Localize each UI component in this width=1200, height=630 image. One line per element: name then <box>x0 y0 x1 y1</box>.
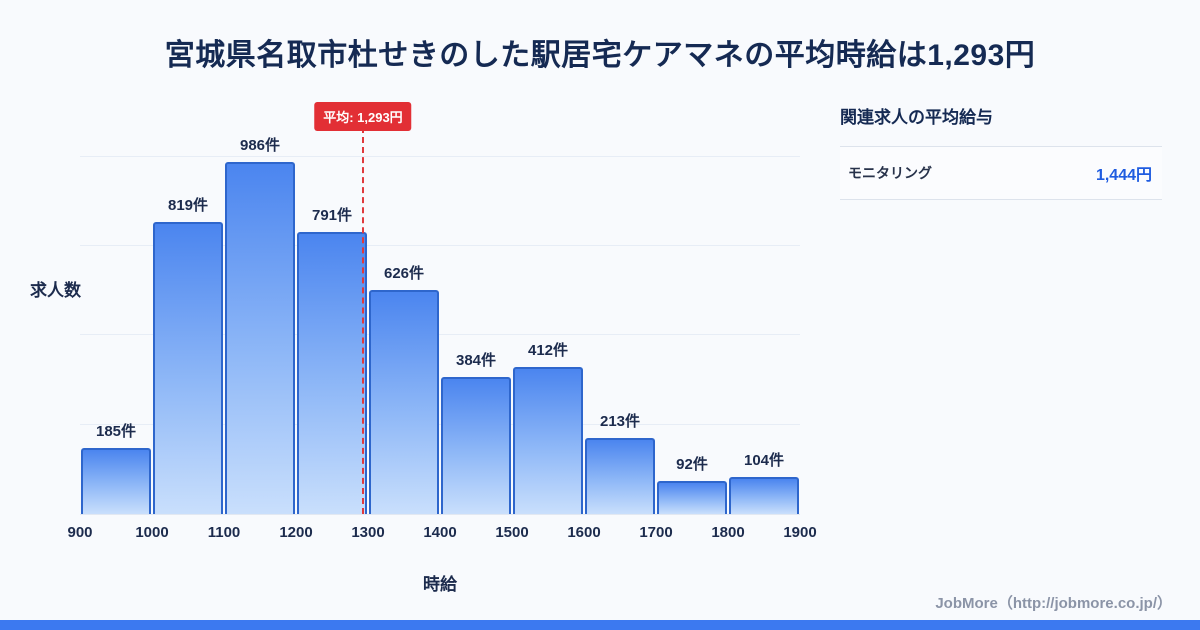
x-tick-label: 1300 <box>351 524 385 541</box>
x-tick-label: 1100 <box>207 524 241 541</box>
x-axis-ticks: 900 1000 1100 1200 1300 1400 1500 1600 1700 1800 1… <box>67 524 816 544</box>
bar-value-label: 791件 <box>311 206 353 224</box>
bar-value-label: 213件 <box>599 412 641 430</box>
related-salary-label: モニタリング <box>848 165 932 181</box>
related-salary-heading: 関連求人の平均給与 <box>840 108 993 127</box>
x-tick-label: 1500 <box>495 524 529 541</box>
gridline <box>80 245 800 247</box>
histogram-plot: 平均: 1,293円 185件 819件 986件 791件 626件 384件 412件 2… <box>80 102 800 515</box>
average-badge: 平均: 1,293円 <box>314 102 412 131</box>
bar-value-label: 185件 <box>95 422 137 440</box>
x-tick-label: 900 <box>67 524 93 541</box>
x-tick-label: 1900 <box>783 524 817 541</box>
bar-value-label: 412件 <box>527 341 569 359</box>
page-title: 宮城県名取市杜せきのした駅居宅ケアマネの平均時給は1,293円 <box>164 39 1036 72</box>
histogram-bar <box>585 437 655 514</box>
x-tick-label: 1800 <box>711 524 745 541</box>
histogram-bar <box>297 231 367 514</box>
average-line <box>361 127 364 514</box>
bar-value-label: 626件 <box>383 265 425 283</box>
bar-value-label: 92件 <box>676 456 708 474</box>
histogram-bar <box>225 161 295 514</box>
histogram-bar <box>657 481 727 514</box>
bar-value-label: 986件 <box>239 136 281 154</box>
footer-credit: JobMore（http://jobmore.co.jp/） <box>935 595 1172 612</box>
x-tick-label: 1000 <box>135 524 169 541</box>
histogram-bar <box>81 447 151 514</box>
gridline <box>80 423 800 425</box>
bar-value-label: 104件 <box>743 451 785 469</box>
x-axis-label: 時給 <box>423 575 457 594</box>
related-salary-panel: 関連求人の平均給与 モニタリング 1,444円 <box>840 103 1162 200</box>
x-tick-label: 1200 <box>279 524 313 541</box>
gridline <box>80 334 800 336</box>
gridline <box>80 155 800 157</box>
histogram-bar <box>729 476 799 514</box>
histogram-bar <box>153 221 223 514</box>
bar-value-label: 384件 <box>455 351 497 369</box>
y-axis-label: 求人数 <box>30 281 81 300</box>
related-salary-value: 1,444円 <box>1095 167 1152 184</box>
histogram-bar <box>441 376 511 514</box>
histogram-bar <box>369 290 439 514</box>
bottom-accent-bar <box>0 620 1200 630</box>
related-salary-row: モニタリング 1,444円 <box>840 146 1162 200</box>
x-tick-label: 1400 <box>423 524 457 541</box>
x-tick-label: 1700 <box>639 524 673 541</box>
bar-value-label: 819件 <box>167 196 209 214</box>
x-tick-label: 1600 <box>567 524 601 541</box>
histogram-bar <box>513 366 583 514</box>
